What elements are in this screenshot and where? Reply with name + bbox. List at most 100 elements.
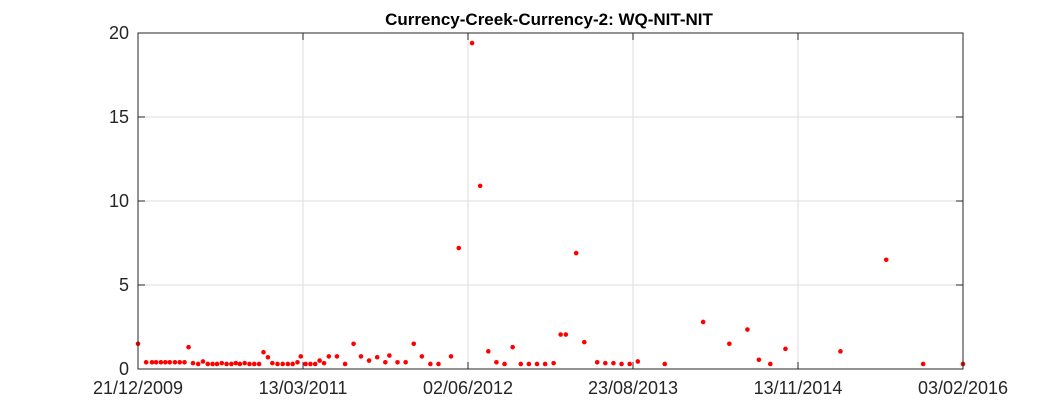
data-point [351,341,356,347]
data-point [374,354,380,360]
data-point [290,361,295,367]
data-point [594,359,600,365]
data-point [358,354,364,359]
data-point [411,341,417,347]
data-point [256,361,262,367]
data-point [756,357,762,363]
data-point [247,361,252,367]
data-point [619,361,624,367]
data-point [456,245,462,251]
data-point [486,349,491,354]
chart-title: Currency-Creek-Currency-2: WQ-NIT-NIT [385,10,713,29]
data-point [214,361,220,367]
grid-lines [138,33,963,369]
data-point [635,359,641,364]
data-point [838,349,843,354]
data-point [219,360,225,366]
data-point [342,361,348,367]
data-point [581,339,587,345]
data-point [233,360,239,366]
data-point [270,360,275,366]
data-point [312,361,318,367]
data-point [153,359,159,365]
y-tick-label: 20 [109,23,129,43]
y-tick-label: 10 [109,191,129,211]
data-point [261,349,266,355]
y-tick-label: 0 [119,359,129,379]
data-point [783,346,788,352]
data-point [172,359,178,365]
data-point [298,354,304,359]
y-tick-label: 5 [119,275,129,295]
plot-area-frame [137,32,964,370]
data-point [237,361,243,367]
data-point [768,361,773,367]
data-point [149,359,155,365]
data-point [303,361,308,367]
data-point [573,250,579,256]
data-point [387,353,392,358]
data-point [436,361,441,367]
data-point [163,359,168,365]
data-point [448,354,454,359]
x-tick-label: 21/12/2009 [93,378,183,398]
data-point [285,361,291,367]
data-point [317,358,322,363]
data-point [295,359,300,365]
data-point [200,359,206,364]
data-point [383,359,388,365]
data-point [395,359,400,365]
data-point [563,332,569,337]
data-point [551,360,556,366]
data-point [526,361,532,367]
data-point [611,360,616,366]
y-tick-label: 15 [109,107,129,127]
data-point [603,360,608,366]
data-point [542,361,548,367]
data-point [627,361,632,367]
data-point [229,361,234,367]
data-point [469,40,475,46]
x-tick-label: 13/11/2014 [754,378,843,398]
data-point [242,360,247,366]
data-points [135,40,966,367]
data-point [321,360,327,366]
x-tick-label: 13/03/2011 [259,378,348,398]
data-point [334,354,340,359]
data-point [727,341,732,347]
data-point [510,344,515,350]
data-point [518,361,524,367]
data-point [428,361,433,367]
data-point [186,344,191,350]
data-point [167,359,173,365]
data-point [143,359,149,365]
data-point [280,361,285,367]
data-point [195,361,201,367]
data-point [308,361,313,367]
data-point [883,257,889,263]
data-point [662,361,668,367]
data-point [403,359,408,365]
x-tick-label: 23/08/2013 [588,378,678,398]
data-point [745,327,750,332]
y-ticks: 0 5 10 15 20 [109,23,963,379]
data-point [158,359,164,365]
data-point [182,359,187,365]
data-point [558,332,563,337]
data-point [920,361,926,367]
data-point [502,361,507,367]
data-point [494,359,499,365]
data-point [210,361,215,367]
data-point [419,354,425,359]
data-point [534,361,540,367]
data-point [477,183,483,189]
data-point [326,354,332,359]
data-point [205,361,211,367]
data-point [700,319,706,325]
x-tick-label: 03/02/2016 [918,378,1008,398]
x-tick-label: 02/06/2012 [423,378,513,398]
data-point [190,360,196,366]
data-point [177,359,183,365]
data-point [366,358,372,363]
